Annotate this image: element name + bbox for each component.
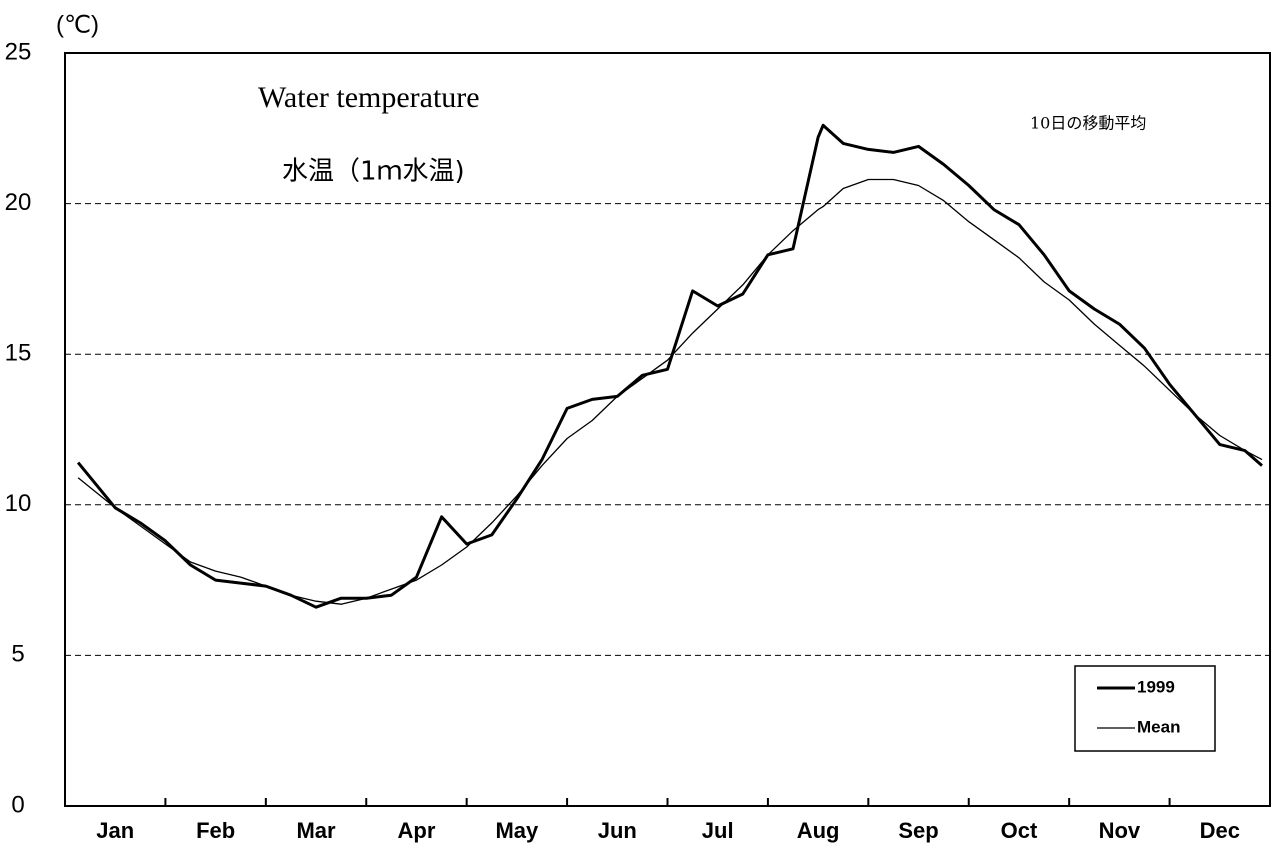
x-tick-label: May (495, 818, 539, 843)
x-tick-label: Oct (1001, 818, 1038, 843)
x-tick-label: Jul (702, 818, 734, 843)
x-tick-label: Mar (296, 818, 336, 843)
x-tick-label: Jun (598, 818, 637, 843)
x-tick-label: Jan (96, 818, 134, 843)
y-tick-label: 15 (5, 340, 32, 367)
x-tick-label: Nov (1099, 818, 1141, 843)
legend-box (1074, 665, 1216, 752)
legend-label: Mean (1137, 717, 1180, 736)
chart-title: Water temperature (258, 81, 480, 114)
x-tick-label: Aug (797, 818, 840, 843)
x-tick-label: Dec (1200, 818, 1240, 843)
chart-subtitle: 水温（1ｍ水温) (282, 157, 465, 187)
y-tick-label: 20 (5, 189, 32, 216)
y-tick-label: 5 (11, 641, 24, 668)
annotation: 10日の移動平均 (1030, 114, 1146, 133)
line-series (76, 123, 1263, 609)
y-tick-label: 25 (5, 38, 32, 65)
line-series (77, 178, 1263, 605)
x-tick-label: Sep (898, 818, 938, 843)
x-tick-label: Feb (196, 818, 235, 843)
legend-label: 1999 (1137, 677, 1175, 696)
y-tick-label: 0 (11, 791, 24, 818)
y-tick-label: 10 (5, 490, 32, 517)
x-tick-label: Apr (398, 818, 436, 843)
y-axis-label: (℃) (56, 11, 99, 38)
